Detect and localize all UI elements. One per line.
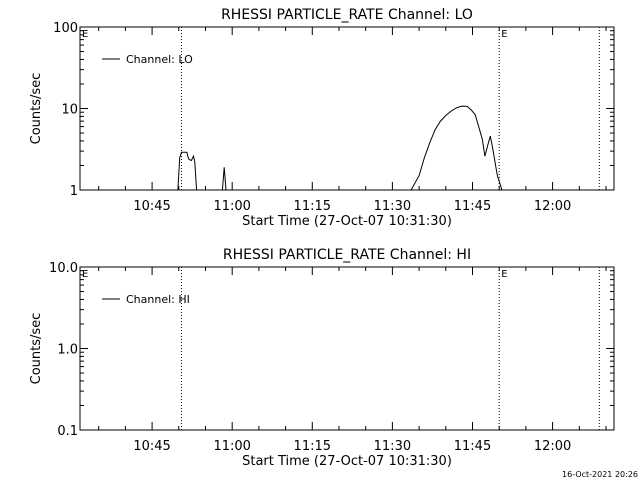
- x-tick-label: 12:00: [534, 439, 571, 454]
- legend-label: Channel: LO: [126, 53, 193, 66]
- plot-frame: [79, 266, 615, 431]
- x-axis-label: Start Time (27-Oct-07 10:31:30): [242, 454, 452, 469]
- x-tick-label: 11:00: [213, 199, 250, 214]
- event-marker: E: [82, 269, 88, 280]
- x-tick-label: 10:45: [133, 199, 170, 214]
- x-tick-label: 11:45: [454, 439, 491, 454]
- plot-frame: [79, 26, 615, 191]
- x-tick-label: 11:00: [213, 439, 250, 454]
- y-axis-label: Counts/sec: [29, 73, 44, 145]
- x-tick-label: 11:30: [374, 199, 411, 214]
- x-tick-label: 11:15: [294, 199, 331, 214]
- x-axis-label: Start Time (27-Oct-07 10:31:30): [242, 214, 452, 229]
- chart-title: RHESSI PARTICLE_RATE Channel: LO: [221, 7, 473, 23]
- y-tick-label: 10.0: [49, 261, 78, 276]
- x-tick-label: 11:45: [454, 199, 491, 214]
- legend-label: Channel: HI: [126, 293, 190, 306]
- x-tick-label: 10:45: [133, 439, 170, 454]
- y-tick-label: 1.0: [57, 343, 78, 358]
- x-tick-label: 12:00: [534, 199, 571, 214]
- chart-title: RHESSI PARTICLE_RATE Channel: HI: [223, 247, 471, 263]
- y-tick-label: 100: [53, 21, 78, 36]
- x-tick-label: 11:15: [294, 439, 331, 454]
- x-tick-label: 11:30: [374, 439, 411, 454]
- y-tick-label: 0.1: [57, 424, 78, 439]
- event-marker: E: [82, 29, 88, 40]
- y-tick-label: 10: [61, 103, 78, 118]
- y-axis-label: Counts/sec: [29, 313, 44, 385]
- event-marker: E: [501, 29, 507, 40]
- footer-timestamp: 16-Oct-2021 20:26: [562, 470, 638, 479]
- y-tick-label: 1: [70, 184, 78, 199]
- event-marker: E: [501, 269, 507, 280]
- series-line: [80, 105, 614, 191]
